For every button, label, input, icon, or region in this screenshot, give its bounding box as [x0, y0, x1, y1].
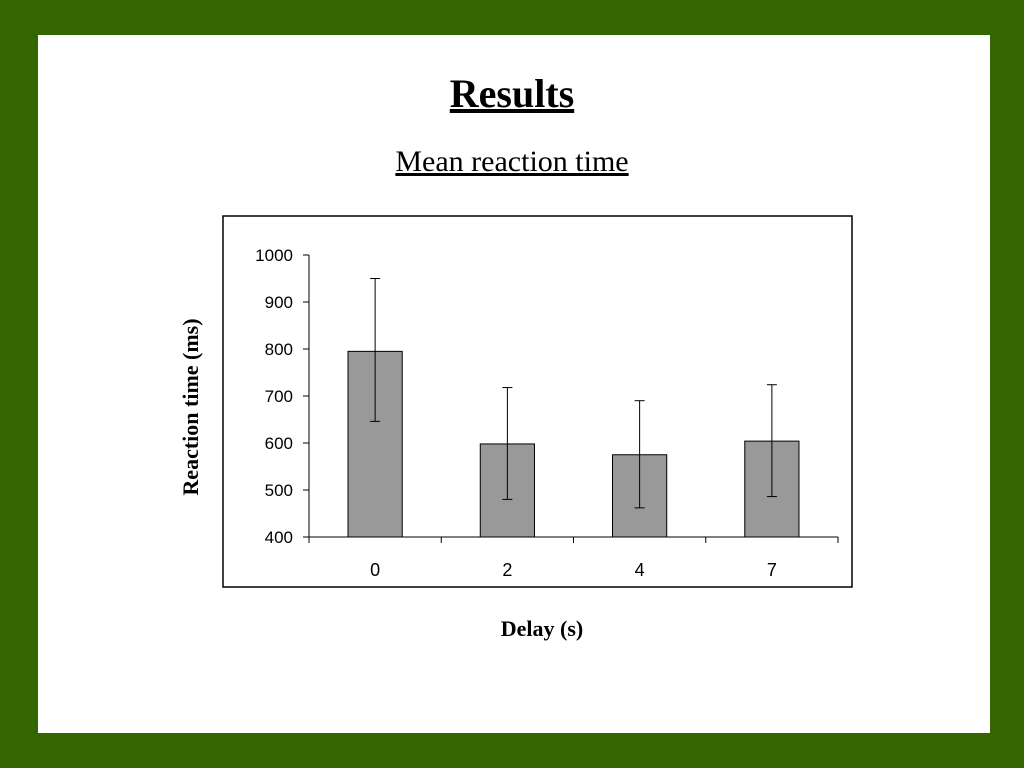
y-tick-label: 1000 — [255, 246, 293, 265]
x-tick-label: 0 — [370, 560, 380, 580]
x-axis-title: Delay (s) — [500, 616, 584, 641]
y-tick-label: 900 — [265, 293, 293, 312]
chart-subtitle: Mean reaction time — [395, 145, 629, 178]
y-tick-label: 600 — [265, 434, 293, 453]
y-axis-title: Reaction time (ms) — [178, 318, 203, 496]
y-tick-label: 400 — [265, 528, 293, 547]
x-tick-label: 2 — [502, 560, 512, 580]
x-tick-label: 7 — [767, 560, 777, 580]
y-tick-label: 800 — [265, 340, 293, 359]
x-tick-label: 4 — [635, 560, 645, 580]
y-tick-label: 700 — [265, 387, 293, 406]
page-title: Results — [449, 71, 575, 116]
y-tick-label: 500 — [265, 481, 293, 500]
